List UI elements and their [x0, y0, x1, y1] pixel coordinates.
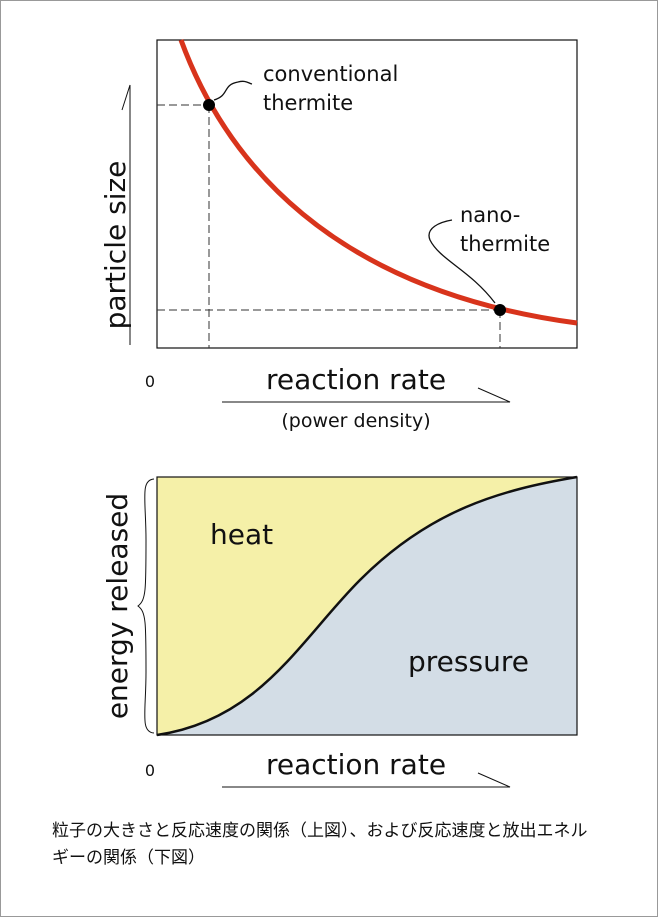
x-arrow [222, 772, 511, 788]
origin-label: 0 [145, 761, 155, 780]
x-axis-sublabel: (power density) [281, 410, 430, 432]
guide-lines [157, 104, 501, 348]
y-axis-label: energy released [101, 493, 134, 719]
top-diagram: conventional thermite nano- thermite par… [99, 39, 578, 432]
region-label: heat [210, 518, 273, 551]
region-label: pressure [408, 645, 529, 678]
x-axis-label: reaction rate [266, 748, 446, 781]
point [203, 99, 215, 111]
annotation: thermite [460, 232, 550, 256]
caption: 粒子の大きさと反応速度の関係（上図）、および反応速度と放出エネル [52, 821, 588, 841]
y-axis-label: particle size [99, 161, 132, 330]
callout [428, 219, 496, 304]
x-arrow [222, 387, 511, 403]
caption: ギーの関係（下図） [52, 848, 205, 868]
plot-frame [156, 476, 578, 736]
bottom-diagram: heat pressure energy released 0 reaction… [101, 475, 578, 788]
callout [213, 80, 253, 101]
point [494, 304, 506, 316]
curve [156, 475, 578, 737]
plot-frame [156, 39, 578, 349]
curve [178, 39, 578, 326]
annotation: conventional [263, 62, 398, 86]
pressure-region [157, 477, 577, 735]
brace [137, 478, 155, 734]
annotation: thermite [263, 91, 353, 115]
y-arrow [121, 84, 131, 345]
x-axis-label: reaction rate [266, 363, 446, 396]
origin-label: 0 [145, 372, 155, 391]
annotation: nano- [460, 203, 520, 227]
